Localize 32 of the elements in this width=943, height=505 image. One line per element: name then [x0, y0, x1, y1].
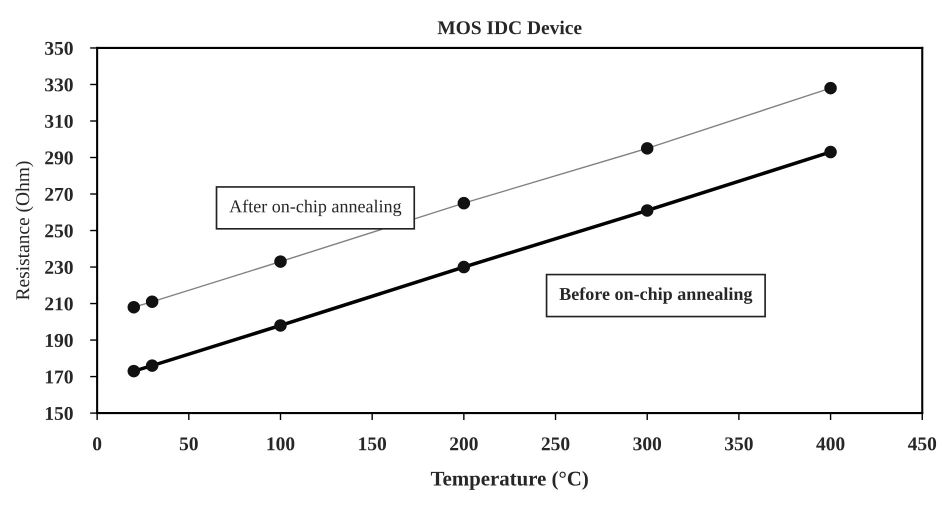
y-tick-label: 350: [45, 42, 73, 55]
x-tick-label: 50: [180, 437, 198, 450]
y-tick-label: 170: [46, 370, 73, 384]
y-tick-label: 310: [45, 114, 73, 128]
series-label: After on-chip annealing: [229, 200, 402, 216]
x-tick-label: 300: [633, 437, 662, 450]
y-tick-label: 250: [45, 224, 73, 238]
point: [146, 359, 158, 372]
x-tick-label: 200: [450, 437, 478, 450]
y-tick-label: 210: [45, 297, 73, 310]
x-tick-label: 450: [908, 437, 936, 450]
x-tick-label: 250: [542, 437, 570, 450]
chart-title: MOS IDC Device: [438, 20, 582, 34]
point: [824, 146, 837, 158]
point: [640, 204, 654, 217]
x-tick-label: 350: [725, 437, 753, 450]
x-axis-title: Temperature (°C): [430, 471, 588, 490]
y-tick-label: 150: [46, 406, 73, 420]
x-tick-label: 100: [267, 437, 294, 450]
point: [458, 260, 470, 274]
y-tick-label: 190: [46, 334, 73, 348]
x-tick-label: 150: [359, 437, 386, 450]
x-tick-label: 400: [816, 437, 844, 450]
point: [274, 319, 287, 332]
y-tick-label: 330: [45, 78, 73, 92]
y-tick-label: 230: [45, 260, 73, 274]
y-tick-label: 290: [45, 151, 73, 164]
text: Before on-chip annealing: [560, 287, 752, 304]
x-tick-label: 0: [93, 437, 102, 450]
y-tick-label: 270: [45, 188, 73, 201]
point: [128, 364, 140, 378]
y-axis-title: Resistance (Ohm): [16, 161, 34, 300]
